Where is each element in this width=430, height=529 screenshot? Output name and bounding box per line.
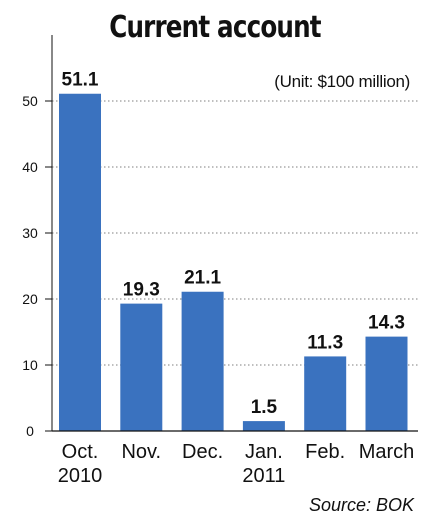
y-tick-label: 50 bbox=[22, 93, 38, 109]
bar bbox=[304, 356, 347, 431]
grid-lines bbox=[52, 100, 418, 366]
data-label: 51.1 bbox=[62, 70, 99, 91]
bar bbox=[181, 291, 224, 431]
y-tick-label: 0 bbox=[26, 423, 34, 439]
data-label: 19.3 bbox=[123, 280, 160, 301]
x-category-label: Dec. bbox=[182, 441, 223, 463]
y-tick-label: 30 bbox=[22, 225, 38, 241]
x-axis-categories: Oct.2010 Nov. Dec. Jan.2011 Feb. March bbox=[58, 441, 415, 487]
data-label: 11.3 bbox=[307, 332, 343, 353]
unit-note: (Unit: $100 million) bbox=[274, 72, 410, 91]
x-category-label: 2010 bbox=[58, 465, 103, 487]
bar bbox=[242, 421, 285, 431]
y-tick-label: 10 bbox=[22, 357, 38, 373]
bar bbox=[365, 336, 408, 431]
x-category-label: Jan. bbox=[245, 441, 283, 463]
data-labels: 51.1 19.3 21.1 1.5 11.3 14.3 bbox=[62, 70, 405, 418]
data-label: 1.5 bbox=[251, 397, 278, 418]
x-category-label: March bbox=[359, 441, 415, 463]
y-axis-ticks: 0 10 20 30 40 50 bbox=[22, 35, 53, 439]
data-label: 21.1 bbox=[184, 268, 221, 289]
x-category-label: 2011 bbox=[242, 465, 285, 487]
bar bbox=[120, 303, 163, 431]
source-note: Source: BOK bbox=[308, 495, 414, 515]
y-tick-label: 20 bbox=[22, 291, 38, 307]
x-category-label: Oct. bbox=[62, 441, 99, 463]
bar bbox=[59, 93, 101, 432]
bars bbox=[52, 93, 418, 432]
x-category-label: Nov. bbox=[121, 441, 161, 463]
chart-title: Current account bbox=[109, 10, 321, 45]
x-category-label: Feb. bbox=[305, 441, 345, 463]
data-label: 14.3 bbox=[368, 313, 405, 334]
y-tick-label: 40 bbox=[22, 159, 38, 175]
